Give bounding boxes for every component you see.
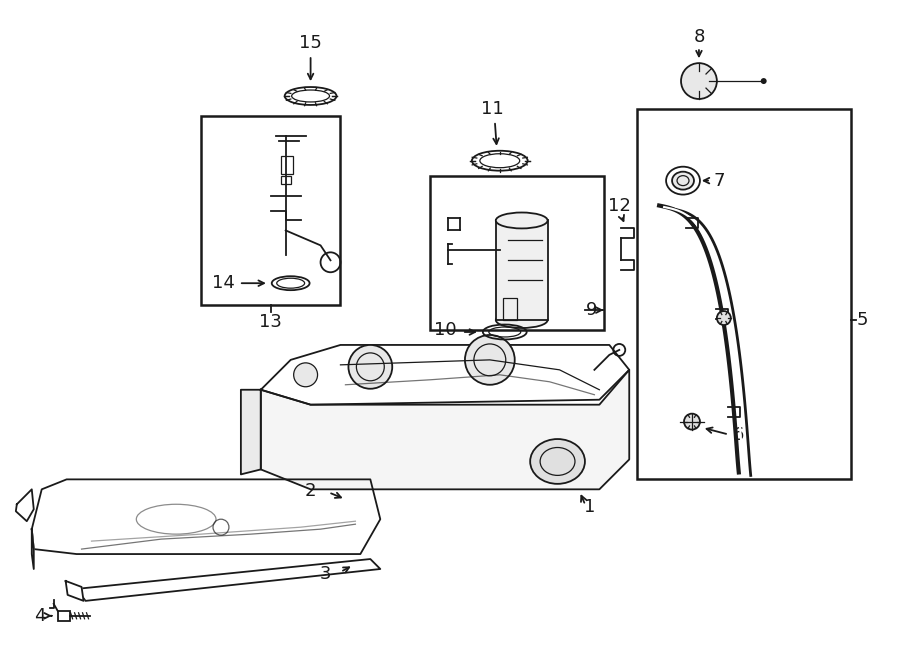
Bar: [281, 156, 292, 174]
Text: 5: 5: [857, 311, 868, 329]
Bar: [201, 116, 340, 305]
Bar: [281, 176, 291, 184]
Ellipse shape: [530, 439, 585, 484]
Text: 1: 1: [584, 498, 595, 516]
Circle shape: [717, 311, 731, 325]
Circle shape: [760, 78, 767, 84]
Circle shape: [348, 345, 392, 389]
Text: 14: 14: [212, 274, 234, 292]
Text: 10: 10: [434, 321, 456, 339]
Text: 8: 8: [693, 28, 705, 46]
Text: 2: 2: [305, 483, 316, 500]
Bar: [503, 298, 517, 320]
Polygon shape: [66, 581, 84, 601]
Bar: [496, 221, 547, 320]
Text: 7: 7: [713, 172, 725, 190]
Polygon shape: [16, 489, 34, 521]
Bar: [430, 176, 604, 330]
Circle shape: [681, 63, 717, 99]
Text: 4: 4: [34, 607, 46, 625]
Polygon shape: [241, 390, 261, 475]
Ellipse shape: [496, 312, 547, 328]
Ellipse shape: [496, 212, 547, 229]
Ellipse shape: [672, 172, 694, 190]
Ellipse shape: [666, 167, 700, 194]
Polygon shape: [32, 479, 381, 554]
Circle shape: [465, 335, 515, 385]
Text: 13: 13: [259, 313, 283, 331]
Bar: [58, 611, 69, 621]
Bar: [637, 109, 851, 479]
Polygon shape: [32, 529, 34, 569]
Circle shape: [293, 363, 318, 387]
Text: 15: 15: [299, 34, 322, 52]
Text: 3: 3: [320, 565, 331, 583]
Polygon shape: [261, 345, 629, 405]
Text: 11: 11: [482, 100, 504, 118]
Circle shape: [684, 414, 700, 430]
Text: 12: 12: [608, 196, 631, 215]
Polygon shape: [76, 559, 381, 601]
Text: 6: 6: [734, 426, 744, 444]
Text: 9: 9: [586, 301, 598, 319]
Polygon shape: [261, 370, 629, 489]
